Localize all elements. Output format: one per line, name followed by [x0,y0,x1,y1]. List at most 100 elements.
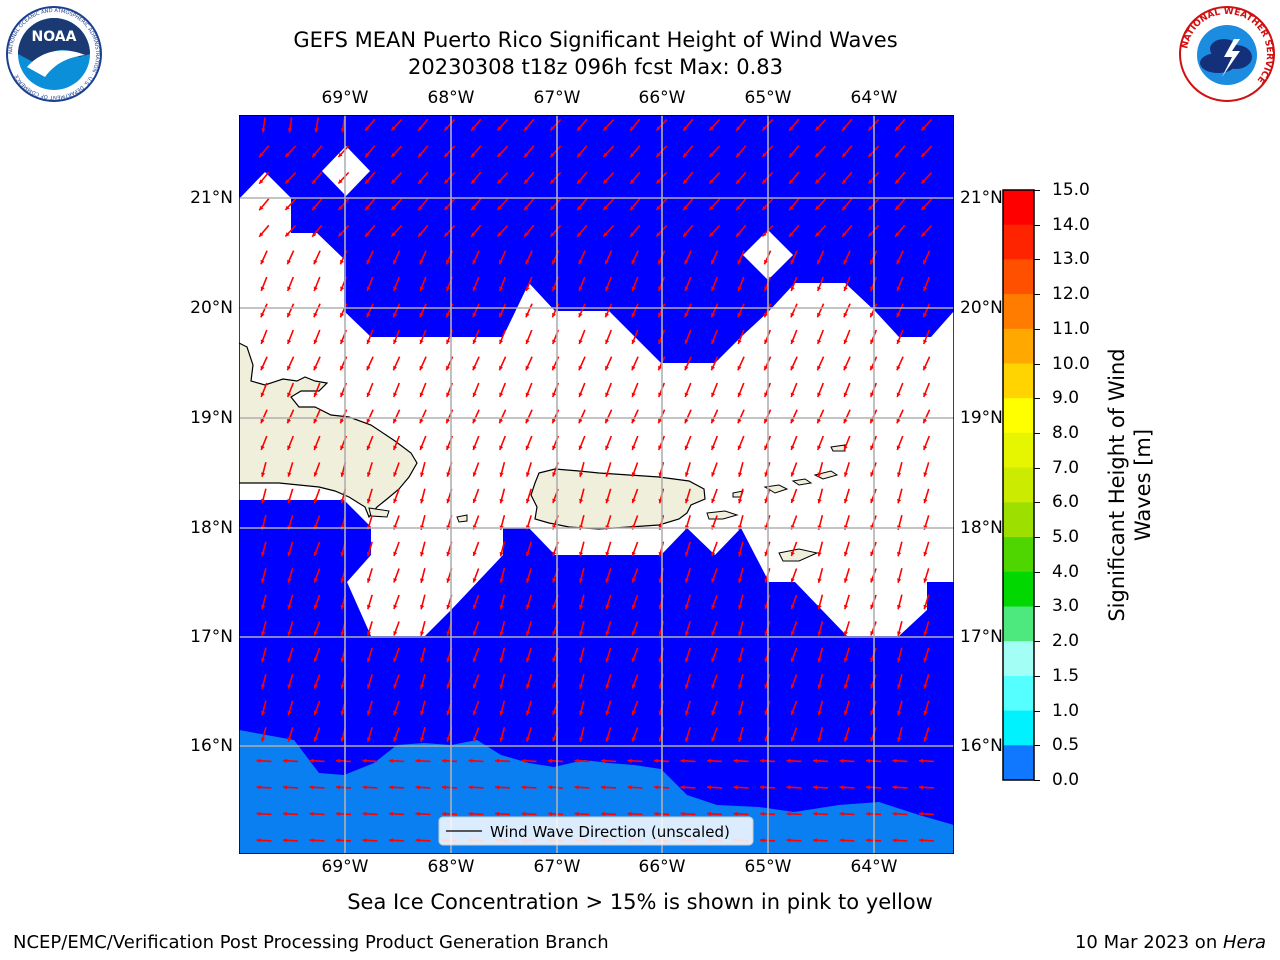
wind-arrow-head [497,179,502,184]
wind-arrow-head [340,312,344,318]
wind-arrow-head [393,710,398,715]
wind-arrow-head [472,392,477,397]
wind-arrow-head [391,205,396,210]
wind-arrow-head [336,838,341,843]
wind-arrow-head [817,445,822,450]
wind-arrow-head [393,631,398,636]
wind-arrow-head [736,232,741,237]
wind-arrow-head [630,179,635,184]
wind-arrow-head [525,551,530,557]
wind-arrow-head [283,785,288,790]
wind-arrow-head [737,339,742,344]
wind-arrow-head [605,445,610,450]
wind-arrow-head [313,339,318,344]
wind-arrow-head [817,498,822,504]
wind-arrow-head [309,785,314,790]
wind-arrow-head [896,418,901,424]
wind-arrow-head [420,498,425,504]
wind-arrow-head [444,126,449,131]
wind-arrow-head [764,445,769,450]
wind-arrow-head [499,472,504,477]
wind-arrow-head [313,551,318,556]
legend-label: Wind Wave Direction (unscaled) [490,823,730,841]
colorbar-tick-label: 11.0 [1052,318,1090,339]
wind-arrow-head [287,312,291,318]
wind-arrow-head [789,179,794,184]
lon-label-top: 67°W [533,88,581,108]
wind-arrow-head [472,259,477,265]
wind-arrow-head [870,657,875,662]
wind-arrow-head [839,785,844,790]
wind-arrow-head [654,758,659,763]
sea-ice-caption: Sea Ice Concentration > 15% is shown in … [347,890,933,914]
wind-arrow-head [446,286,451,291]
wind-arrow-head [472,418,477,424]
wind-arrow-head [446,578,451,583]
colorbar-tick-label: 3.0 [1052,596,1080,617]
wind-arrow-head [870,684,875,689]
lat-label-left: 20°N [190,298,233,318]
wind-arrow-head [711,472,716,477]
wind-arrow-head [393,737,398,742]
wind-arrow-head [550,126,555,131]
wind-arrow-head [495,811,500,816]
wind-arrow-head [684,657,689,663]
wind-arrow-head [897,551,902,557]
st-croix [778,548,819,562]
wind-arrow-head [923,631,928,636]
lon-label-top: 66°W [638,88,686,108]
wind-arrow-head [631,259,636,265]
wind-arrow-head [525,418,530,424]
colorbar-tick-label: 5.0 [1052,527,1080,548]
wind-arrow-head [684,631,689,636]
wind-arrow-head [843,259,848,265]
wind-arrow-head [419,286,424,291]
wind-arrow-head [261,631,266,636]
wind-arrow-head [259,205,264,211]
wind-arrow-head [495,785,500,790]
wind-arrow-head [524,232,529,237]
wind-arrow-head [817,737,822,742]
wind-arrow-head [656,232,661,237]
wind-arrow-head [895,232,900,237]
wind-arrow-head [866,838,871,843]
wind-arrow-head [896,339,901,344]
wind-arrow-head [680,758,685,763]
wind-arrow-head [340,551,345,557]
wind-arrow-head [338,152,343,157]
wind-arrow-head [605,259,609,265]
wind-arrow-head [525,684,530,689]
wind-arrow-head [579,551,584,557]
wind-arrow-head [605,684,610,689]
wind-arrow-head [366,578,371,583]
colorbar-swatch [1003,537,1034,573]
wind-arrow-head [737,445,742,450]
wind-arrow-head [870,445,875,450]
wind-arrow-head [552,392,557,397]
wind-arrow-head [683,126,688,131]
wind-arrow-head [870,551,875,556]
wind-arrow-head [285,232,290,237]
colorbar-swatch [1003,432,1034,469]
wind-arrow-head [471,126,476,131]
wind-arrow-head [577,152,582,158]
wind-arrow-head [631,339,636,344]
wind-arrow-head [391,179,396,184]
wind-arrow-head [366,392,371,397]
footer-date-text: 10 Mar 2023 on [1074,932,1223,953]
wind-arrow-head [499,418,503,424]
wind-arrow-head [577,126,582,131]
wind-arrow-head [627,758,632,763]
wind-arrow-head [579,684,584,689]
wind-arrow-head [897,657,902,663]
wind-arrow-head [815,179,820,184]
wind-arrow-head [525,445,530,450]
wind-arrow-head [389,838,394,843]
wind-arrow-head [630,126,635,131]
wind-arrow-head [631,604,636,609]
wind-arrow-head [338,179,343,184]
wind-arrow-head [525,710,530,716]
wind-arrow-head [499,392,504,397]
wind-arrow-head [760,838,765,843]
wind-arrow-head [843,710,848,716]
